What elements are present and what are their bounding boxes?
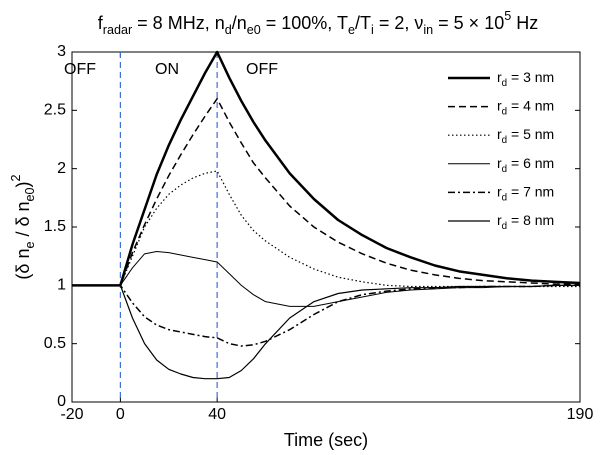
x-tick-label: 0 [116,406,125,423]
legend-label-run: d [502,135,507,146]
legend-label-run: = 4 nm [507,97,554,113]
chart-title-run: e [348,23,355,37]
legend-label-run: r [497,126,502,142]
chart-title-run: i [371,23,374,37]
y-axis-label: (δ ne / δ ne0)2 [9,174,37,279]
y-axis-label-run: 2 [9,174,23,181]
chart-title-run: = 5 × 10 [433,13,504,33]
y-axis-label-run: ) [13,181,33,187]
chart-title-run: 5 [504,9,511,23]
chart-title-run: d [225,23,232,37]
chart-title-run: /n [232,13,247,33]
legend-label: rd = 7 nm [497,183,554,203]
y-axis-label-run: / δ n [13,201,33,241]
y-tick-label: 1 [57,277,66,294]
x-axis-label: Time (sec) [284,430,368,450]
x-tick-label: 190 [567,406,594,423]
y-tick-label: 3 [57,43,66,60]
legend-label-run: = 8 nm [507,212,554,228]
legend-label-run: d [502,78,507,89]
chart-title-run: Hz [511,13,538,33]
chart-title: fradar = 8 MHz, nd/ne0 = 100%, Te/Ti = 2… [98,9,538,37]
series-line [72,97,580,287]
y-tick-label: 2.5 [44,102,66,119]
y-axis-label-run: (δ n [13,249,33,280]
legend-label: rd = 6 nm [497,155,554,175]
chart-title-run: = 2, ν [374,13,424,33]
legend-label-run: r [497,212,502,228]
phase-label: OFF [64,61,96,78]
phase-label: ON [155,61,179,78]
y-tick-label: 1.5 [44,218,66,235]
legend-label-run: r [497,97,502,113]
y-tick-label: 2 [57,160,66,177]
chart-title-run: /T [355,13,371,33]
chart-title-run: = 8 MHz, n [132,13,225,33]
y-tick-label: 0.5 [44,335,66,352]
series-line [72,284,580,380]
legend-label-run: d [502,221,507,232]
legend-label-run: = 6 nm [507,155,554,171]
chart-title-run: e0 [247,23,261,37]
legend-label-run: r [497,155,502,171]
chart-title-run: radar [103,23,132,37]
series-line [72,284,580,347]
legend-label-run: r [497,69,502,85]
legend-label-run: d [502,192,507,203]
legend-label: rd = 5 nm [497,126,554,146]
legend-label: rd = 8 nm [497,212,554,232]
legend-label-run: = 3 nm [507,69,554,85]
chart-title-run: = 100%, T [261,13,348,33]
x-tick-label: 40 [208,406,226,423]
phase-label: OFF [246,61,278,78]
y-axis-label-run: e [23,242,37,249]
legend-label: rd = 3 nm [497,69,554,89]
legend-label-run: r [497,183,502,199]
legend-label-run: d [502,164,507,175]
series-line [72,251,580,307]
y-axis-label-run: e0 [23,187,37,201]
legend-label-run: = 7 nm [507,183,554,199]
chart-title-run: in [423,23,433,37]
x-tick-label: -20 [60,406,83,423]
chart-title-run: f [98,13,104,33]
legend-label-run: d [502,107,507,118]
series-line [72,50,581,287]
legend-label-run: = 5 nm [507,126,554,142]
y-tick-label: 0 [57,393,66,410]
legend-label: rd = 4 nm [497,97,554,117]
